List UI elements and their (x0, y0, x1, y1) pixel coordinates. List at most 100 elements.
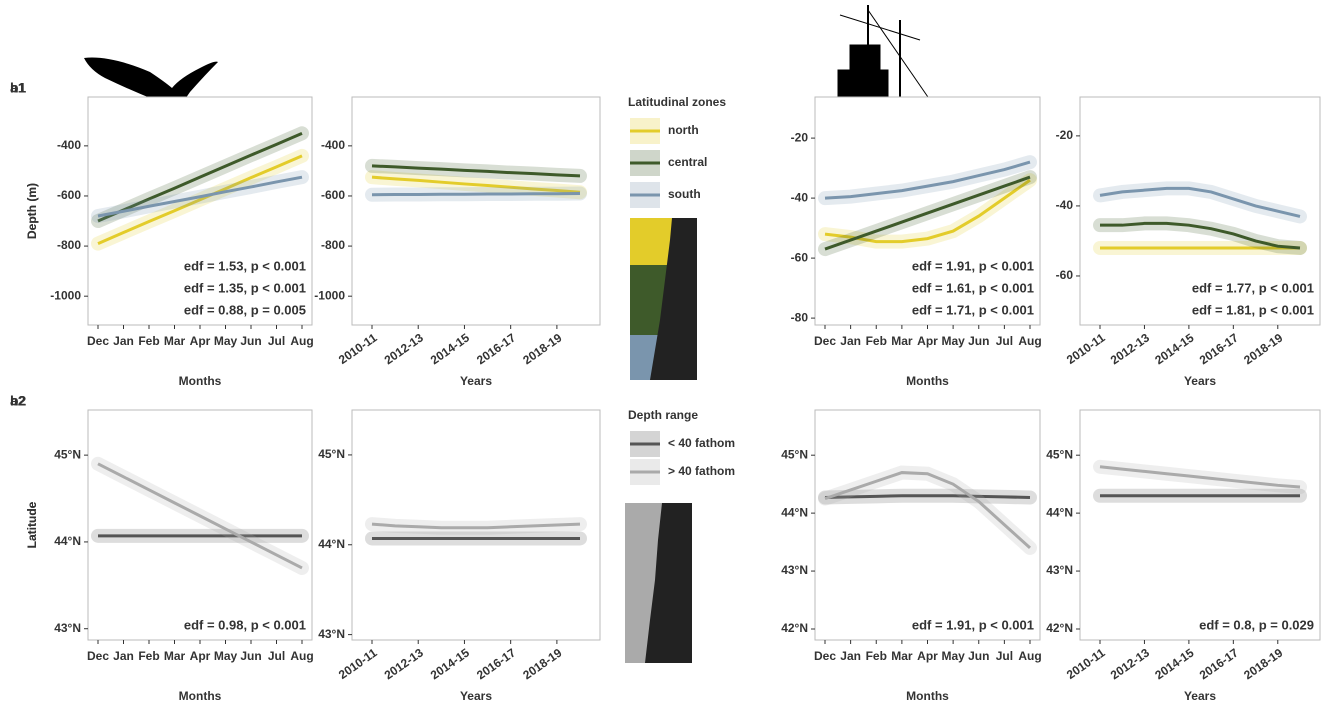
x-tick-label: Jan (113, 649, 134, 663)
y-tick-label: -400 (321, 138, 345, 152)
x-tick-label: May (941, 334, 965, 348)
x-tick-label: Aug (1018, 334, 1041, 348)
x-tick-label: Apr (190, 334, 211, 348)
x-tick-label: Feb (866, 334, 887, 348)
y-tick-label: -800 (321, 238, 345, 252)
x-tick-label: Dec (87, 334, 109, 348)
y-tick-label: -80 (791, 310, 809, 324)
x-tick-label: Jul (268, 649, 285, 663)
whale-tail-icon (84, 57, 218, 130)
x-tick-label: Jul (996, 334, 1013, 348)
x-axis-label: Years (1184, 374, 1216, 388)
x-tick-label: 2014-15 (428, 330, 472, 367)
x-axis-label: Years (460, 689, 492, 703)
x-axis-label: Years (1184, 689, 1216, 703)
trend-line (97, 175, 303, 218)
trend-line (97, 154, 303, 245)
x-tick-label: Jun (968, 649, 989, 663)
x-tick-label: 2016-17 (1197, 645, 1241, 682)
x-axis-label: Months (179, 689, 222, 703)
x-tick-label: Apr (917, 334, 938, 348)
x-tick-label: 2014-15 (1152, 645, 1196, 682)
y-axis-label: Latitude (25, 501, 39, 548)
x-tick-label: 2012-13 (382, 330, 426, 367)
y-tick-label: -1000 (314, 288, 345, 302)
y-tick-label: 44°N (1046, 505, 1073, 519)
x-tick-label: 2016-17 (474, 330, 518, 367)
x-tick-label: Mar (164, 334, 186, 348)
x-tick-label: Dec (814, 649, 836, 663)
x-tick-label: Mar (164, 649, 186, 663)
x-tick-label: 2018-19 (520, 330, 564, 367)
y-tick-label: 45°N (1046, 447, 1073, 461)
panel-label: a2 (10, 393, 26, 409)
x-axis-label: Months (906, 374, 949, 388)
legend-title: Depth range (628, 408, 698, 422)
x-tick-label: Aug (1018, 649, 1041, 663)
y-tick-label: -600 (321, 188, 345, 202)
x-tick-label: Feb (138, 334, 159, 348)
x-tick-label: 2012-13 (382, 645, 426, 682)
y-tick-label: -40 (791, 190, 809, 204)
annotation: edf = 1.71, p < 0.001 (912, 302, 1034, 317)
x-axis-label: Years (460, 374, 492, 388)
x-tick-label: Jan (840, 649, 861, 663)
panel-label: a1 (10, 80, 26, 96)
y-tick-label: -60 (1056, 268, 1074, 282)
trend-line (824, 494, 1031, 499)
annotation: edf = 1.77, p < 0.001 (1192, 280, 1314, 295)
x-tick-label: 2016-17 (1197, 330, 1241, 367)
trend-line (371, 191, 581, 197)
trend-line (1099, 465, 1301, 489)
x-tick-label: Jul (996, 649, 1013, 663)
x-tick-label: Apr (190, 649, 211, 663)
x-axis-label: Months (906, 689, 949, 703)
legend-title: Latitudinal zones (628, 95, 726, 109)
y-tick-label: 44°N (318, 537, 345, 551)
annotation: edf = 0.8, p = 0.029 (1199, 617, 1314, 632)
panel-label: b1 (10, 80, 27, 96)
x-tick-label: 2014-15 (1152, 330, 1196, 367)
legend-label: < 40 fathom (668, 436, 735, 450)
plot-panel (814, 96, 1041, 326)
plot-panel (87, 409, 313, 641)
y-tick-label: 42°N (1046, 621, 1073, 635)
trend-line (1099, 186, 1301, 218)
panel-label: b2 (10, 393, 27, 409)
x-tick-label: Jul (268, 334, 285, 348)
x-tick-label: 2010-11 (1064, 645, 1108, 682)
trend-line (371, 164, 581, 178)
trend-line (371, 175, 581, 194)
x-tick-label: 2018-19 (520, 645, 564, 682)
annotation: edf = 1.53, p < 0.001 (184, 258, 306, 273)
x-tick-label: 2018-19 (1241, 645, 1285, 682)
trend-line (824, 175, 1031, 251)
x-tick-label: May (214, 334, 238, 348)
x-tick-label: 2018-19 (1241, 330, 1285, 367)
x-tick-label: May (941, 649, 965, 663)
y-axis-label: Latitude (25, 501, 39, 548)
annotation: edf = 0.98, p < 0.001 (184, 617, 306, 632)
x-tick-label: Jan (113, 334, 134, 348)
x-tick-label: 2010-11 (336, 330, 380, 367)
annotation: edf = 1.61, p < 0.001 (912, 280, 1034, 295)
trend-line (371, 522, 581, 530)
x-tick-label: Jun (240, 334, 261, 348)
map-depth (625, 503, 692, 663)
annotation: edf = 1.91, p < 0.001 (912, 617, 1034, 632)
y-tick-label: 43°N (318, 627, 345, 641)
x-tick-label: Apr (917, 649, 938, 663)
x-tick-label: Mar (891, 334, 913, 348)
trend-line (97, 131, 303, 223)
legend-label: > 40 fathom (668, 464, 735, 478)
y-tick-label: -20 (791, 130, 809, 144)
plot-panel (351, 96, 601, 326)
legend-label: north (668, 123, 699, 137)
trend-line (1100, 221, 1301, 250)
legend-label: south (668, 187, 701, 201)
x-tick-label: 2016-17 (474, 645, 518, 682)
trend-line (824, 471, 1032, 549)
annotation: edf = 1.81, p < 0.001 (1192, 302, 1314, 317)
